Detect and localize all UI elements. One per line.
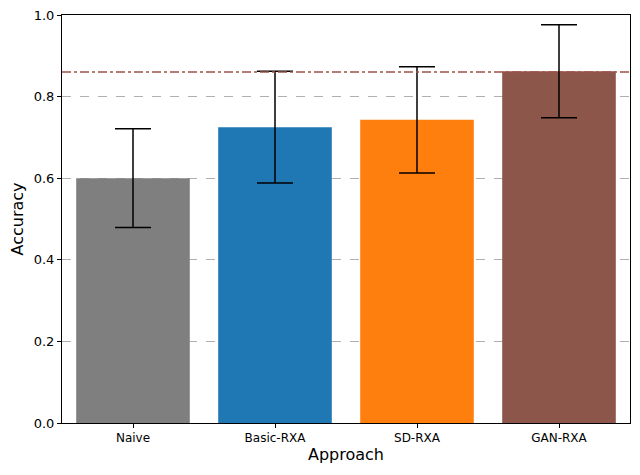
- svg-text:Naive: Naive: [116, 431, 150, 445]
- svg-text:0.2: 0.2: [34, 334, 55, 349]
- svg-text:GAN-RXA: GAN-RXA: [531, 431, 587, 445]
- svg-text:Basic-RXA: Basic-RXA: [245, 431, 307, 445]
- svg-text:Approach: Approach: [308, 445, 384, 464]
- svg-text:0.0: 0.0: [34, 416, 55, 431]
- svg-text:0.6: 0.6: [34, 171, 55, 186]
- svg-text:0.4: 0.4: [34, 252, 55, 267]
- svg-text:0.8: 0.8: [34, 89, 55, 104]
- svg-text:Accuracy: Accuracy: [8, 182, 27, 255]
- svg-text:1.0: 1.0: [34, 8, 55, 23]
- svg-text:SD-RXA: SD-RXA: [394, 431, 441, 445]
